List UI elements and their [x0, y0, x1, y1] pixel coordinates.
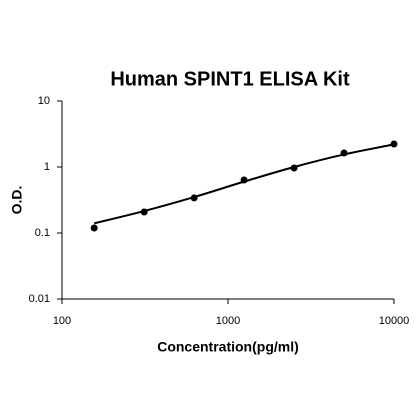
data-point [190, 194, 198, 202]
data-point [290, 164, 298, 172]
y-axis-label: O.D. [9, 186, 25, 215]
data-point [340, 149, 348, 157]
data-point [390, 140, 398, 148]
data-point [90, 224, 98, 232]
data-point [240, 176, 248, 184]
data-point [140, 208, 148, 216]
x-tick-label: 1000 [216, 315, 240, 327]
y-tick-label: 10 [38, 95, 50, 107]
x-tick-label: 100 [53, 315, 71, 327]
y-tick-label: 0.1 [35, 227, 50, 239]
chart-title: Human SPINT1 ELISA Kit [110, 68, 350, 90]
fit-curve [93, 143, 395, 225]
x-tick-label: 10000 [379, 315, 410, 327]
x-axis-label: Concentration(pg/ml) [157, 339, 299, 355]
y-tick-label: 1 [44, 161, 50, 173]
y-tick-label: 0.01 [29, 293, 50, 305]
